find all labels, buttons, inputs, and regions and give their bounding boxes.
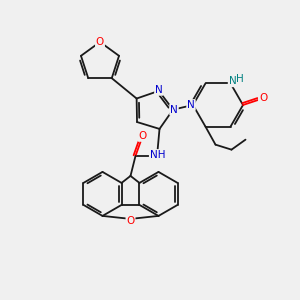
Text: O: O: [138, 131, 147, 141]
Text: N: N: [170, 105, 178, 115]
Text: O: O: [96, 37, 104, 47]
Text: N: N: [155, 85, 163, 95]
Text: H: H: [236, 74, 243, 84]
Text: N: N: [229, 76, 236, 86]
Text: O: O: [259, 93, 267, 103]
Text: NH: NH: [150, 150, 165, 160]
Text: N: N: [187, 100, 195, 110]
Text: O: O: [126, 216, 135, 226]
